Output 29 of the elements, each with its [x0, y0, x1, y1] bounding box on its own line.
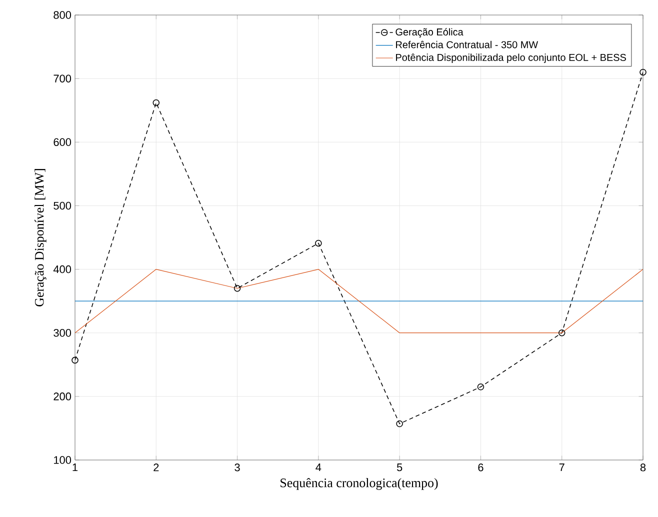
y-tick-label: 500 [54, 202, 72, 210]
x-tick-label: 1 [72, 464, 78, 472]
x-tick-label: 4 [316, 464, 322, 472]
y-tick-label: 700 [54, 74, 72, 82]
x-tick-label: 8 [640, 464, 646, 472]
legend-label: Potência Disponibilizada pelo conjunto EOL + BESS [396, 54, 626, 63]
y-tick-label: 300 [54, 328, 72, 337]
x-tick-label: 2 [154, 464, 159, 472]
point [558, 329, 566, 336]
y-tick-label: 600 [54, 138, 72, 146]
y-tick-label: 100 [54, 456, 72, 464]
point [477, 384, 484, 390]
x-tick-label: 6 [478, 464, 484, 472]
y-tick-label: 400 [53, 265, 72, 274]
point [396, 420, 403, 428]
point [72, 356, 78, 364]
point [152, 99, 160, 106]
x-tick-label: 3 [234, 464, 240, 472]
point [234, 284, 241, 292]
point [315, 240, 322, 247]
x-tick-label: 5 [396, 464, 402, 472]
legend-label: Geração Eólica [396, 28, 464, 38]
y-tick-label: 200 [54, 392, 72, 400]
legend-label: Referência Contratual - 350 MW [396, 40, 538, 48]
point [640, 68, 646, 76]
x-tick-label: 7 [559, 464, 564, 472]
y-axis-title: Geração Disponível [MW] [34, 169, 46, 306]
y-tick-label: 800 [54, 11, 72, 19]
x-axis-title: Sequência cronologica(tempo) [280, 478, 438, 490]
